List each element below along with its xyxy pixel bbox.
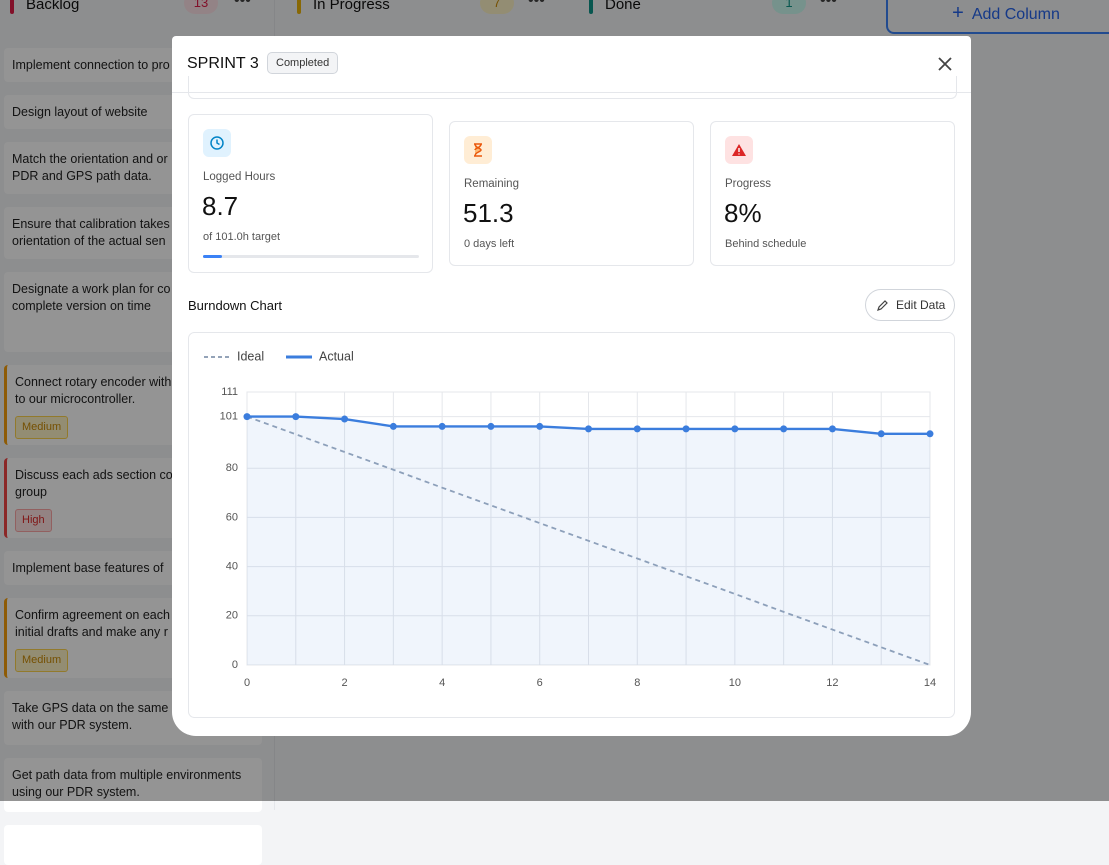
task-text: initial drafts and make any r: [15, 625, 168, 639]
y-tick-label: 40: [226, 561, 238, 573]
add-column-label: Add Column: [971, 6, 1060, 23]
column-title: In Progress: [313, 0, 390, 13]
task-text: group: [15, 485, 47, 499]
data-point: [926, 430, 934, 438]
task-text: orientation of the actual sen: [12, 234, 166, 248]
data-point: [828, 425, 836, 433]
sprint-modal: SPRINT 3 Completed Logged Hours 8.7 of 1…: [172, 36, 971, 736]
stat-note: 0 days left: [464, 238, 515, 250]
task-text: Discuss each ads section co: [15, 468, 173, 482]
legend-label: Actual: [319, 349, 354, 363]
data-point: [487, 422, 495, 430]
y-tick-label: 101: [220, 411, 238, 423]
stat-label: Remaining: [464, 178, 519, 190]
stat-card: Remaining 51.3 0 days left: [449, 121, 694, 266]
task-text: with our PDR system.: [12, 718, 133, 732]
task-text: Take GPS data on the same: [12, 701, 169, 715]
task-text: Confirm agreement on each: [15, 608, 170, 622]
task-text: Designate a work plan for co: [12, 282, 171, 296]
data-point: [389, 422, 397, 430]
count-badge: 13: [184, 0, 218, 14]
stat-value: 51.3: [463, 198, 514, 228]
add-column-button[interactable]: + Add Column: [886, 0, 1109, 34]
x-tick-label: 10: [729, 677, 741, 689]
stat-card: Progress 8% Behind schedule: [710, 121, 955, 266]
data-point: [585, 425, 592, 433]
task-text: Implement base features of: [12, 561, 164, 575]
modal-title: SPRINT 3: [187, 55, 259, 72]
y-tick-label: 60: [226, 511, 238, 523]
series-line: [246, 415, 931, 666]
task-text: to our microcontroller.: [15, 392, 136, 406]
column: Done 1 •••: [579, 0, 851, 38]
edit-data-button[interactable]: Edit Data: [865, 289, 955, 321]
stat-note: Behind schedule: [725, 238, 807, 250]
count-badge: 1: [772, 0, 806, 14]
column: In Progress 7 •••: [287, 0, 559, 38]
task-text: Design layout of website: [12, 105, 148, 119]
x-tick-label: 14: [924, 677, 936, 689]
data-point: [438, 422, 446, 430]
task-card[interactable]: [4, 825, 262, 865]
stat-card: Logged Hours 8.7 of 101.0h target: [188, 114, 433, 273]
edit-data-label: Edit Data: [896, 298, 946, 312]
task-text: complete version on time: [12, 299, 151, 313]
column-title: Backlog: [26, 0, 80, 13]
x-tick-label: 12: [826, 677, 838, 689]
data-point: [243, 413, 251, 421]
data-point: [877, 430, 885, 438]
task-text: using our PDR system.: [12, 785, 140, 799]
task-text: Match the orientation and or: [12, 152, 168, 166]
y-tick-label: 20: [226, 610, 238, 622]
x-tick-label: 6: [537, 677, 543, 689]
data-point: [731, 425, 739, 433]
task-text: Connect rotary encoder with: [15, 375, 172, 389]
legend-label: Ideal: [237, 349, 264, 363]
task-text: Ensure that calibration takes: [12, 217, 170, 231]
data-point: [682, 425, 690, 433]
x-tick-label: 4: [439, 677, 445, 689]
series-area: [247, 416, 930, 665]
priority-tag: Medium: [15, 649, 69, 672]
y-tick-label: 111: [221, 386, 238, 398]
data-point: [780, 425, 788, 433]
data-point: [536, 422, 544, 430]
priority-tag: Medium: [15, 416, 69, 439]
x-tick-label: 0: [244, 677, 250, 689]
x-tick-label: 2: [342, 677, 348, 689]
stat-value: 8%: [724, 198, 762, 228]
data-point: [292, 413, 300, 421]
stat-note: of 101.0h target: [203, 231, 281, 243]
chart-title: Burndown Chart: [188, 298, 282, 313]
y-tick-label: 80: [226, 462, 238, 474]
data-point: [341, 415, 349, 423]
burndown-chart: 0 20 40 60 80 101 111 0 2 4 6 8 10 12 14 Ideal Actual: [188, 332, 955, 718]
column-title: Done: [605, 0, 641, 13]
data-point: [633, 425, 641, 433]
stat-value: 8.7: [202, 191, 239, 221]
count-badge: 7: [480, 0, 514, 14]
priority-tag: High: [15, 509, 52, 532]
stat-label: Logged Hours: [203, 171, 276, 183]
y-tick-label: 0: [232, 659, 238, 671]
x-tick-label: 8: [634, 677, 640, 689]
status-badge: Completed: [267, 52, 339, 74]
task-text: PDR and GPS path data.: [12, 169, 152, 183]
task-text: Implement connection to pro: [12, 58, 170, 72]
stat-label: Progress: [725, 178, 772, 190]
task-text: Get path data from multiple environments: [12, 768, 242, 782]
close-button[interactable]: [938, 57, 952, 71]
